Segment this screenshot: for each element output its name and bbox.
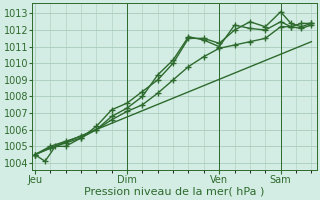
X-axis label: Pression niveau de la mer( hPa ): Pression niveau de la mer( hPa ) — [84, 187, 265, 197]
